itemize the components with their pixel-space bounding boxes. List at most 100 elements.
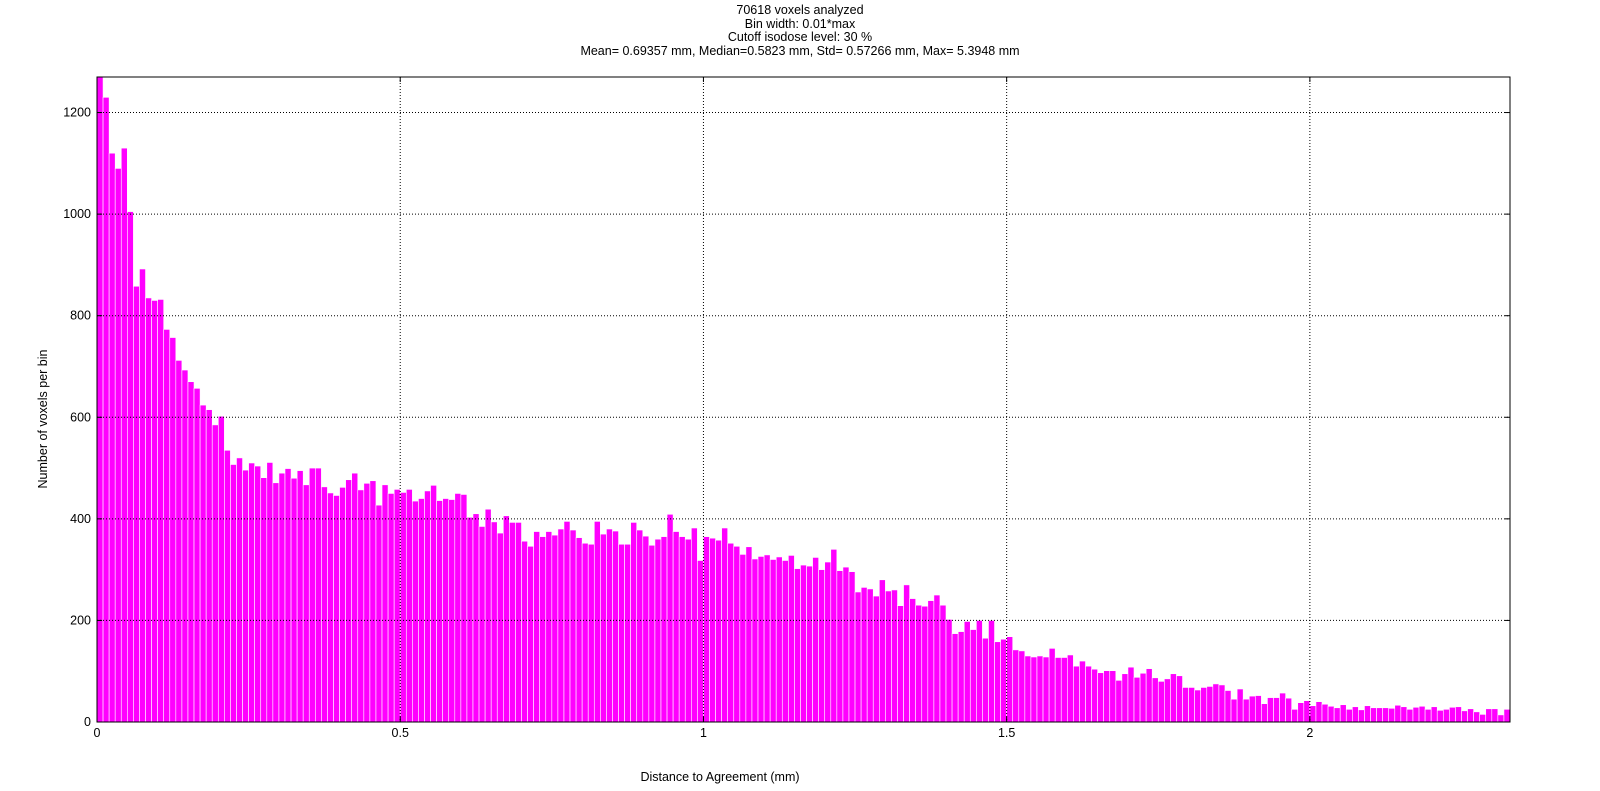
histogram-bar [1218, 684, 1226, 723]
histogram-bar [1394, 704, 1402, 723]
histogram-bar [230, 464, 237, 723]
histogram-bar [1491, 708, 1499, 723]
histogram-bar [1473, 711, 1480, 723]
histogram-bar [1024, 655, 1032, 723]
histogram-bar [1424, 709, 1432, 723]
histogram-bar [969, 629, 977, 723]
histogram-bar [691, 527, 698, 723]
histogram-bar [1370, 707, 1377, 723]
histogram-bar [666, 513, 674, 723]
histogram-bar [1188, 687, 1195, 723]
histogram-bar [854, 591, 862, 723]
histogram-bar [957, 631, 965, 723]
histogram-bar [672, 531, 680, 723]
histogram-bar [781, 560, 789, 723]
histogram-bar [1442, 709, 1450, 723]
histogram-bar [278, 472, 286, 723]
x-tick-label: 0 [94, 726, 101, 740]
histogram-bar [1364, 705, 1371, 723]
histogram-bar [1455, 706, 1462, 723]
histogram-bar [745, 546, 753, 723]
histogram-bar [1115, 680, 1123, 723]
histogram-bar [484, 508, 492, 723]
histogram-bar [684, 538, 692, 723]
histogram-bar [976, 620, 983, 723]
histogram-bar [1400, 706, 1408, 723]
histogram-bar [630, 522, 638, 723]
histogram-bar [1103, 670, 1111, 723]
histogram-bar [1327, 705, 1335, 723]
histogram-bar [1030, 656, 1038, 723]
histogram-bar [897, 605, 904, 723]
histogram-bar [1267, 697, 1274, 723]
histogram-bar [872, 595, 880, 723]
histogram-bar [794, 568, 801, 723]
histogram-bar [788, 555, 795, 723]
histogram-bar [994, 641, 1001, 723]
histogram-bar [1291, 709, 1299, 723]
histogram-bar [727, 542, 735, 723]
title-line-voxels: 70618 voxels analyzed [736, 3, 864, 17]
histogram-bar [1297, 702, 1305, 723]
histogram-bar [1079, 660, 1086, 723]
histogram-bar [399, 492, 407, 723]
histogram-bar [715, 539, 722, 723]
histogram-bar [1315, 701, 1323, 723]
histogram-bar [302, 484, 310, 723]
histogram-bar [1067, 654, 1074, 723]
histogram-bar [254, 465, 262, 723]
histogram-bar [1133, 677, 1141, 723]
histogram-bar [284, 468, 292, 723]
histogram-bar [709, 537, 716, 723]
histogram-bar [842, 566, 850, 723]
histogram-bar [636, 529, 644, 723]
histogram-bar [205, 409, 213, 723]
histogram-bar [539, 536, 547, 723]
histogram-bar [1497, 714, 1505, 723]
histogram-bar [569, 529, 577, 723]
histogram-bar [721, 527, 728, 723]
histogram-bar [1467, 708, 1474, 723]
histogram-bar [1236, 688, 1244, 723]
histogram-bar [830, 549, 838, 723]
histogram-bar [1430, 706, 1438, 723]
histogram-bar [478, 526, 486, 723]
histogram-bar [1479, 714, 1487, 723]
histogram-bar [1109, 670, 1117, 723]
histogram-bar [102, 97, 110, 723]
histogram-bar [1303, 700, 1311, 723]
histogram-bar [963, 621, 971, 723]
histogram-bar [927, 600, 935, 723]
histogram-bar [1036, 655, 1044, 723]
histogram-bar [1012, 649, 1020, 723]
histogram-bar [442, 498, 450, 723]
histogram-bar [424, 490, 431, 723]
histogram-bar [224, 449, 231, 723]
histogram-bar [139, 268, 146, 723]
histogram-bar [436, 500, 443, 723]
histogram-bar [1388, 707, 1396, 723]
histogram-bar [1461, 710, 1468, 723]
histogram-bar [460, 494, 468, 723]
histogram-bar [775, 556, 783, 723]
histogram-bar [393, 489, 401, 723]
histogram-bar [199, 404, 207, 723]
histogram-bar [412, 500, 419, 723]
histogram-bar [1345, 709, 1353, 723]
y-tick-label: 1200 [63, 106, 91, 120]
histogram-bar [490, 521, 498, 723]
histogram-bar [418, 498, 425, 723]
histogram-bar [600, 533, 607, 723]
histogram-bar [1164, 678, 1171, 723]
histogram-bar [1412, 706, 1420, 723]
x-axis-label: Distance to Agreement (mm) [640, 770, 800, 784]
histogram-bar [187, 381, 195, 723]
histogram-bar [1285, 697, 1292, 723]
histogram-bar [1485, 708, 1493, 723]
histogram-bar [885, 590, 892, 723]
histogram-bar [266, 462, 274, 723]
y-tick-label: 1000 [63, 207, 91, 221]
histogram-bar [751, 558, 759, 723]
histogram-bar [1358, 709, 1365, 723]
